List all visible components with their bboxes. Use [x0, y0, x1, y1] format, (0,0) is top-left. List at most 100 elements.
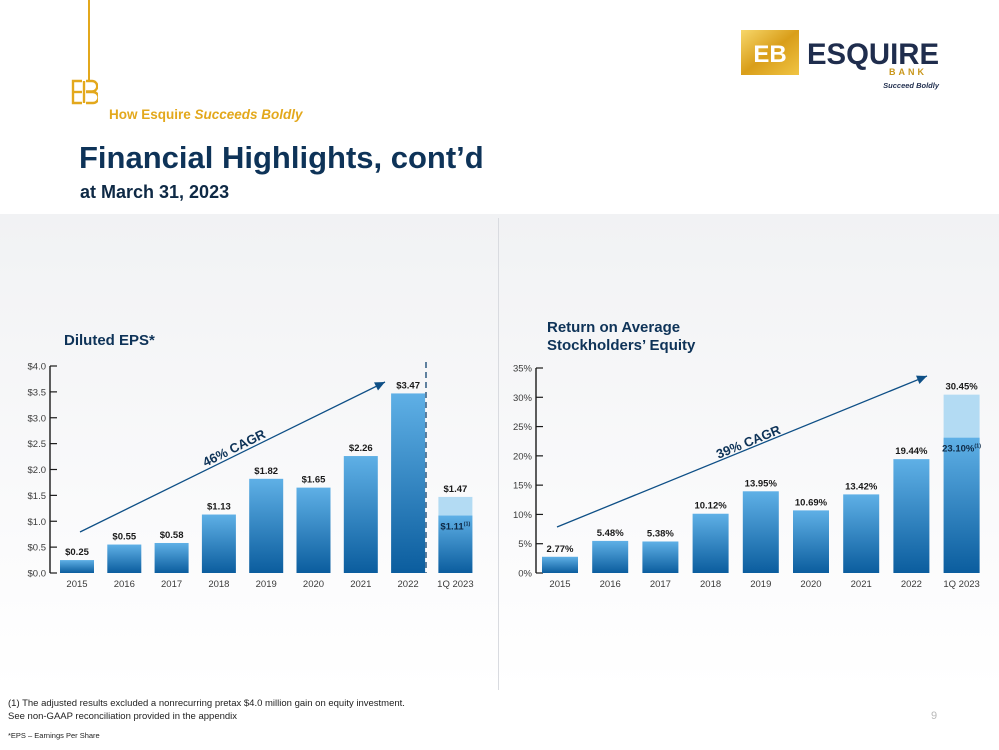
- logo-sub: BANK: [889, 67, 927, 77]
- x-tick-label: 1Q 2023: [437, 579, 473, 590]
- x-tick-label: 2022: [398, 579, 419, 590]
- x-tick-label: 2019: [750, 579, 771, 590]
- x-tick-label: 2019: [256, 579, 277, 590]
- data-label: $3.47: [396, 380, 420, 391]
- y-tick-label: 35%: [513, 364, 533, 375]
- y-tick-label: 0%: [518, 569, 532, 580]
- data-label: $1.82: [254, 466, 278, 477]
- adjusted-data-label: 23.10%(1): [942, 444, 981, 455]
- logo-name: ESQUIRE: [807, 38, 939, 71]
- x-tick-label: 2017: [161, 579, 182, 590]
- x-tick-label: 2020: [303, 579, 324, 590]
- bar: [642, 541, 679, 573]
- data-label: 13.95%: [745, 478, 778, 489]
- bar: [742, 491, 779, 573]
- bar: [60, 560, 94, 573]
- eb-monogram-icon: [71, 79, 98, 105]
- bar-adjusted: [943, 437, 980, 573]
- gold-accent-line: [88, 0, 90, 82]
- tagline-emphasis: Succeeds Boldly: [194, 107, 303, 122]
- footnote-line2: See non-GAAP reconciliation provided in …: [8, 711, 238, 722]
- bar: [542, 556, 578, 573]
- bar: [107, 544, 142, 573]
- x-tick-label: 2018: [700, 579, 721, 590]
- data-label: 2.77%: [547, 544, 574, 555]
- y-tick-label: $0.5: [28, 543, 47, 554]
- y-tick-label: $0.0: [28, 569, 47, 580]
- cagr-annotation: 46% CAGR: [200, 426, 268, 470]
- bar: [249, 478, 284, 573]
- data-label: $0.25: [65, 547, 89, 558]
- bar-adjusted: [438, 515, 473, 573]
- x-tick-label: 2016: [114, 579, 135, 590]
- roae-chart-title-line2: Stockholders’ Equity: [547, 337, 696, 354]
- cagr-arrow-line: [556, 375, 928, 528]
- data-label: $0.55: [112, 532, 136, 543]
- bar: [793, 510, 829, 573]
- eps-chart: Diluted EPS* $0.0 $0.5 $1.0 $1.5 $2.0 $2.5 $3.…: [28, 332, 474, 590]
- logo-slogan: Succeed Boldly: [883, 81, 940, 90]
- cagr-arrow-line: [79, 381, 386, 533]
- x-tick-label: 2015: [549, 579, 570, 590]
- y-tick-label: $3.0: [28, 413, 47, 424]
- x-tick-label: 2018: [208, 579, 229, 590]
- esquire-bank-logo: EB ESQUIRE BANK Succeed Boldly: [741, 30, 940, 90]
- panel-divider: [498, 218, 499, 690]
- y-tick-label: 15%: [513, 481, 533, 492]
- x-tick-label: 1Q 2023: [943, 579, 979, 590]
- data-label: 19.44%: [895, 446, 928, 457]
- data-label: $1.47: [444, 484, 468, 495]
- cagr-annotation: 39% CAGR: [714, 422, 783, 462]
- y-tick-label: $4.0: [28, 362, 47, 373]
- roae-chart: Return on Average Stockholders’ Equity 0…: [513, 319, 981, 590]
- y-tick-label: $1.5: [28, 491, 47, 502]
- page-title: Financial Highlights, cont’d: [79, 140, 484, 175]
- data-label: 13.42%: [845, 481, 878, 492]
- cagr-arrowhead: [916, 375, 927, 384]
- adjusted-data-label: $1.11(1): [440, 522, 470, 533]
- bar: [201, 514, 236, 573]
- data-label: $0.58: [160, 530, 184, 541]
- x-tick-label: 2021: [350, 579, 371, 590]
- x-tick-label: 2020: [800, 579, 821, 590]
- bar: [893, 459, 930, 573]
- data-label: 5.38%: [647, 528, 674, 539]
- bar: [391, 393, 426, 573]
- data-label: 5.48%: [597, 528, 624, 539]
- bar: [592, 540, 629, 573]
- data-label: 10.12%: [694, 501, 727, 512]
- footnote-line1: (1) The adjusted results excluded a nonr…: [8, 698, 405, 709]
- y-tick-label: $2.0: [28, 465, 47, 476]
- page-number: 9: [931, 710, 938, 722]
- data-label: 30.45%: [945, 382, 978, 393]
- y-tick-label: 20%: [513, 451, 533, 462]
- logo-monogram: EB: [753, 41, 786, 68]
- x-tick-label: 2017: [650, 579, 671, 590]
- data-label: $1.65: [302, 475, 326, 486]
- y-tick-label: $1.0: [28, 517, 47, 528]
- data-label: $2.26: [349, 443, 373, 454]
- data-label: 10.69%: [795, 497, 828, 508]
- bar: [843, 494, 880, 573]
- x-tick-label: 2022: [901, 579, 922, 590]
- y-tick-label: 5%: [518, 539, 532, 550]
- y-tick-label: 30%: [513, 393, 533, 404]
- x-tick-label: 2016: [600, 579, 621, 590]
- roae-chart-title-line1: Return on Average: [547, 319, 680, 336]
- x-tick-label: 2021: [851, 579, 872, 590]
- y-tick-label: $2.5: [28, 439, 47, 450]
- charts-panel: [0, 214, 999, 690]
- tagline: How Esquire Succeeds Boldly: [109, 107, 303, 122]
- bar: [692, 513, 729, 573]
- bar: [296, 487, 331, 573]
- cagr-arrowhead: [374, 382, 385, 391]
- x-tick-label: 2015: [66, 579, 87, 590]
- footnote: (1) The adjusted results excluded a nonr…: [8, 697, 405, 723]
- y-tick-label: $3.5: [28, 387, 47, 398]
- eps-footnote: *EPS – Earnings Per Share: [8, 731, 100, 740]
- eps-chart-title: Diluted EPS*: [64, 332, 155, 349]
- bar: [154, 542, 189, 573]
- data-label: $1.13: [207, 502, 231, 513]
- bar: [343, 456, 378, 573]
- y-tick-label: 10%: [513, 510, 533, 521]
